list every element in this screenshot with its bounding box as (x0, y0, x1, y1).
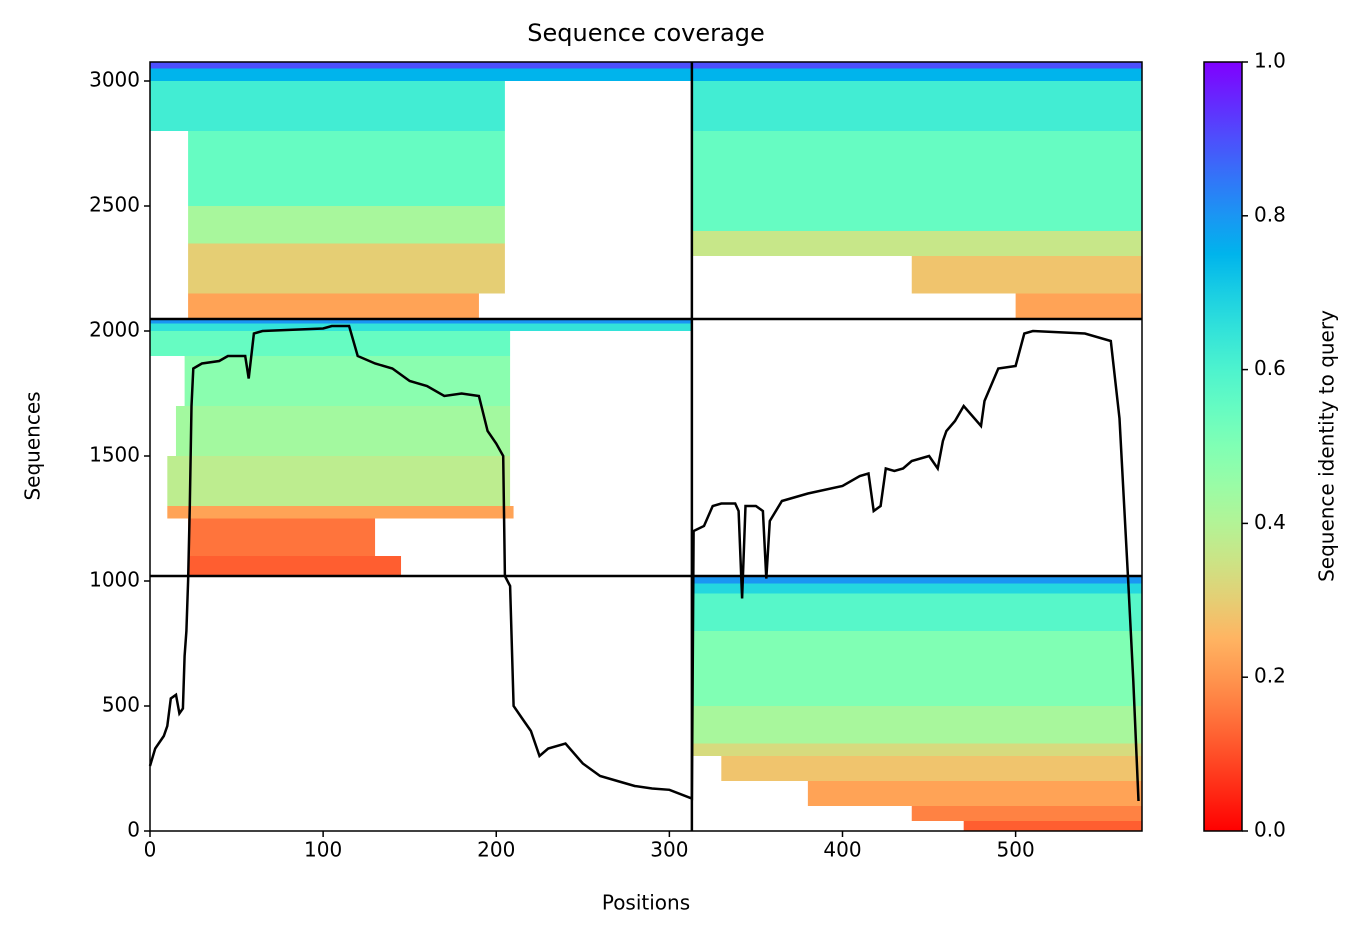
colorbar-tick-label: 0.4 (1254, 510, 1286, 534)
y-tick-label: 3000 (89, 68, 140, 92)
coverage-strip (188, 518, 376, 556)
colorbar-tick-label: 0.6 (1254, 356, 1286, 380)
colorbar-label: Sequence identity to query (1315, 310, 1339, 582)
coverage-strip (150, 323, 692, 331)
y-tick-label: 1000 (89, 568, 140, 592)
coverage-strip (691, 231, 1142, 256)
coverage-strip (1015, 293, 1142, 319)
coverage-strip (691, 583, 1142, 594)
coverage-strip (188, 243, 505, 294)
y-tick-label: 1500 (89, 443, 140, 467)
x-axis-label: Positions (602, 891, 690, 915)
coverage-strip (807, 781, 1142, 806)
x-tick-label: 300 (650, 838, 688, 862)
x-tick-label: 400 (823, 838, 861, 862)
coverage-strip (963, 821, 1142, 831)
coverage-strip (691, 631, 1142, 706)
coverage-strip (188, 131, 505, 206)
coverage-strip (911, 806, 1142, 821)
coverage-strip (911, 256, 1142, 294)
colorbar-tick-label: 1.0 (1254, 49, 1286, 73)
coverage-strip (150, 319, 692, 324)
colorbar-tick-label: 0.8 (1254, 202, 1286, 226)
y-tick-label: 0 (127, 818, 140, 842)
y-axis-label: Sequences (21, 391, 45, 500)
y-tick-label: 500 (102, 693, 140, 717)
coverage-strip (721, 756, 1142, 781)
coverage-strip (188, 293, 479, 319)
x-tick-label: 200 (477, 838, 515, 862)
coverage-strip (167, 456, 511, 506)
colorbar-tick-label: 0.2 (1254, 664, 1286, 688)
coverage-strip (691, 743, 1142, 756)
x-tick-label: 500 (997, 838, 1035, 862)
coverage-strip (691, 576, 1142, 584)
coverage-strip (188, 556, 402, 576)
colorbar (1203, 61, 1243, 832)
plot-frame (149, 61, 1143, 832)
coverage-strip (691, 81, 1142, 131)
coverage-strip (167, 506, 514, 519)
colorbar-tick-label: 0.0 (1254, 818, 1286, 842)
coverage-strip (691, 131, 1142, 231)
coverage-strip (184, 356, 511, 406)
coverage-line (148, 324, 1140, 802)
coverage-strip (691, 62, 1142, 69)
coverage-strip (691, 593, 1142, 631)
coverage-strip (691, 68, 1142, 81)
coverage-strip (175, 406, 511, 456)
coverage-strip (691, 706, 1142, 744)
y-tick-label: 2500 (89, 193, 140, 217)
coverage-strip (150, 62, 692, 69)
x-tick-label: 100 (304, 838, 342, 862)
coverage-strip (150, 331, 511, 356)
coverage-strip (188, 206, 505, 244)
coverage-strip (150, 68, 692, 81)
coverage-strip (150, 81, 505, 131)
x-tick-label: 0 (144, 838, 157, 862)
chart-title: Sequence coverage (527, 19, 764, 47)
y-tick-label: 2000 (89, 318, 140, 342)
